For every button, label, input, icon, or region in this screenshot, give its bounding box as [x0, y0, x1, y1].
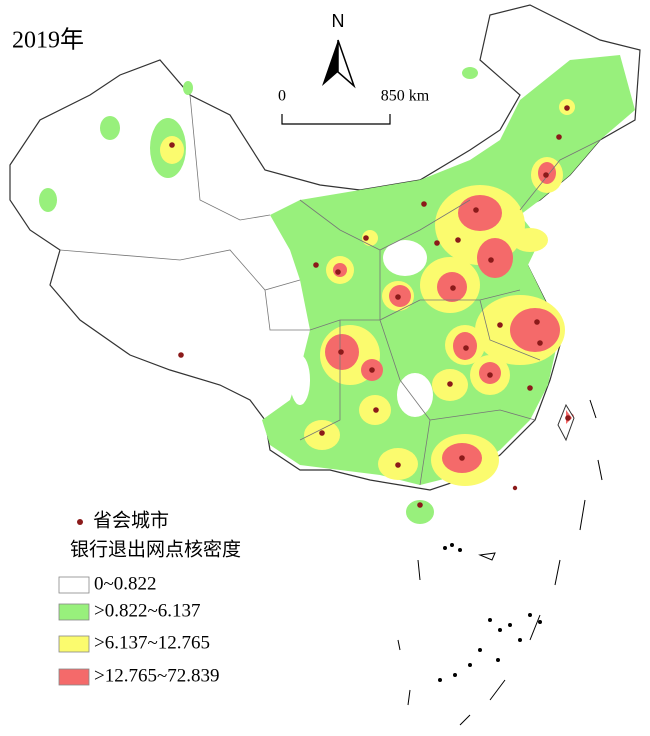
- legend-label: >0.822~6.137: [94, 600, 201, 621]
- taiwan: [557, 403, 575, 442]
- legend-label: 0~0.822: [94, 573, 157, 594]
- north-arrow: N: [322, 11, 356, 89]
- map-title: 2019年: [12, 27, 84, 54]
- scale-start: 0: [278, 88, 286, 105]
- capital-cities: [169, 105, 571, 508]
- south-sea-islands: [397, 399, 603, 726]
- legend-point: [77, 519, 83, 525]
- legend-point-label: 省会城市: [93, 509, 169, 531]
- legend-swatch: [58, 576, 90, 594]
- legend-swatch: [58, 603, 90, 621]
- north-label: N: [332, 11, 345, 31]
- density-red: [325, 162, 574, 473]
- density-white-holes: [290, 240, 433, 417]
- scale-bar: 0 850 km: [278, 88, 430, 125]
- legend-label: >6.137~12.765: [94, 632, 210, 653]
- scale-end: 850 km: [381, 88, 430, 105]
- province-borders: [59, 94, 601, 486]
- legend-swatch: [58, 668, 90, 686]
- legend-label: >12.765~72.839: [94, 665, 220, 686]
- legend-title: 银行退出网点核密度: [70, 538, 241, 560]
- legend-swatch: [58, 635, 90, 653]
- legend: 省会城市 银行退出网点核密度 0~0.822 >0.822~6.137 >6.137…: [58, 509, 241, 686]
